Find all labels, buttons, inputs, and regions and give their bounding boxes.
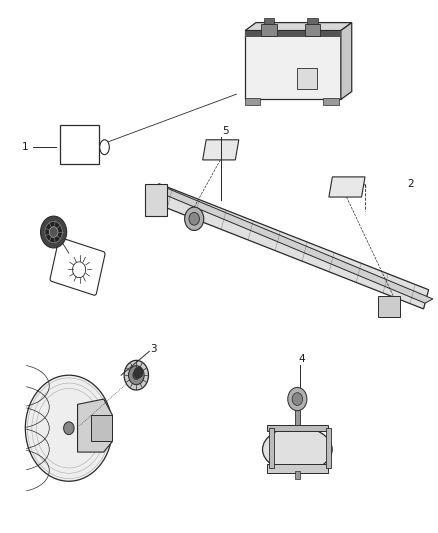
Circle shape bbox=[49, 227, 58, 237]
Circle shape bbox=[134, 367, 143, 378]
Circle shape bbox=[73, 262, 85, 278]
Bar bbox=[305, 24, 321, 36]
Bar bbox=[245, 99, 260, 105]
Circle shape bbox=[189, 213, 199, 225]
Bar bbox=[60, 125, 99, 165]
Polygon shape bbox=[341, 22, 352, 100]
Bar bbox=[261, 24, 277, 36]
Bar bbox=[269, 428, 274, 468]
Circle shape bbox=[124, 360, 148, 390]
FancyBboxPatch shape bbox=[50, 238, 105, 295]
Bar bbox=[325, 428, 331, 468]
Text: 1: 1 bbox=[22, 142, 28, 152]
Text: 3: 3 bbox=[150, 344, 157, 354]
Circle shape bbox=[185, 207, 204, 230]
Bar bbox=[264, 18, 274, 24]
Polygon shape bbox=[203, 140, 239, 160]
Bar bbox=[307, 18, 318, 24]
Polygon shape bbox=[78, 399, 113, 452]
Circle shape bbox=[25, 375, 113, 481]
Bar bbox=[323, 99, 339, 105]
Ellipse shape bbox=[262, 427, 332, 472]
Bar bbox=[295, 401, 300, 425]
Ellipse shape bbox=[100, 140, 110, 155]
Polygon shape bbox=[155, 187, 433, 303]
Text: 4: 4 bbox=[298, 354, 305, 364]
Circle shape bbox=[288, 387, 307, 411]
Text: 2: 2 bbox=[407, 179, 414, 189]
Circle shape bbox=[133, 371, 140, 379]
Circle shape bbox=[128, 366, 144, 385]
Circle shape bbox=[64, 422, 74, 434]
Bar bbox=[245, 30, 341, 37]
Bar bbox=[245, 30, 341, 100]
Bar bbox=[267, 464, 328, 473]
Circle shape bbox=[41, 216, 67, 248]
Circle shape bbox=[45, 221, 62, 243]
Bar bbox=[297, 68, 317, 89]
Bar bbox=[295, 471, 300, 479]
Polygon shape bbox=[245, 22, 352, 30]
Text: 5: 5 bbox=[222, 126, 229, 136]
Bar bbox=[91, 415, 113, 441]
Bar bbox=[378, 296, 399, 317]
Polygon shape bbox=[154, 184, 429, 309]
Bar bbox=[267, 424, 328, 431]
Circle shape bbox=[292, 393, 303, 406]
Polygon shape bbox=[329, 177, 365, 197]
Bar bbox=[145, 184, 167, 216]
